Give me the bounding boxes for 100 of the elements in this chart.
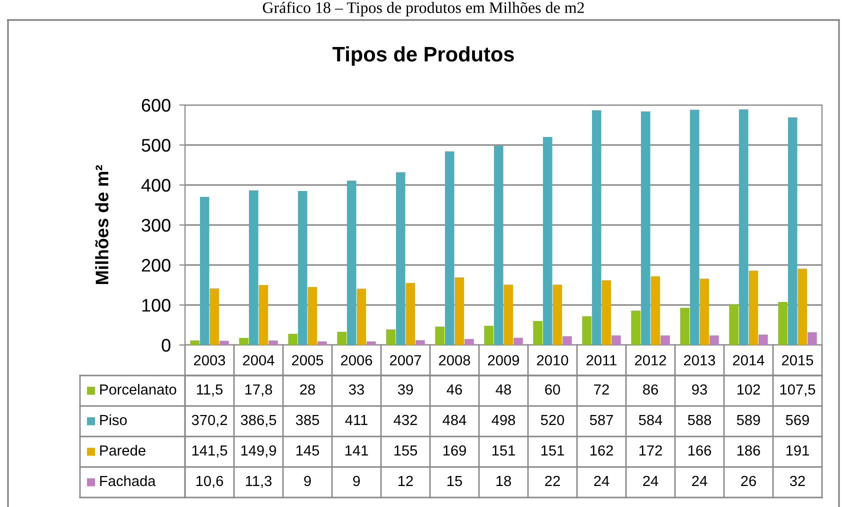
bar xyxy=(494,146,504,345)
data-label: 186 xyxy=(737,445,760,456)
y-tick-label: 100 xyxy=(142,298,170,312)
bar xyxy=(660,335,670,345)
bar xyxy=(798,268,808,345)
y-tick-label: 300 xyxy=(142,218,170,232)
bar xyxy=(748,270,758,345)
x-tick-label: 2006 xyxy=(341,355,372,366)
bar xyxy=(562,336,572,345)
data-label: 11,3 xyxy=(246,476,272,488)
bar xyxy=(337,332,346,345)
y-tick-label: 500 xyxy=(142,138,170,152)
data-label: 18 xyxy=(496,476,511,486)
data-label: 584 xyxy=(638,414,662,426)
x-tick-label: 2013 xyxy=(684,355,716,366)
data-label: 48 xyxy=(496,384,511,395)
data-label: 72 xyxy=(594,384,609,395)
data-label: 589 xyxy=(736,414,760,426)
data-label: 26 xyxy=(741,476,756,486)
bar xyxy=(346,180,356,345)
bar xyxy=(680,308,690,345)
bar xyxy=(582,316,592,345)
bar xyxy=(690,110,700,345)
bar xyxy=(435,326,444,345)
bar xyxy=(758,334,768,345)
legend-label: Fachada xyxy=(100,475,156,486)
data-label: 10,6 xyxy=(196,476,224,488)
bar xyxy=(542,137,552,345)
data-label: 191 xyxy=(786,445,809,456)
bar xyxy=(190,340,200,345)
bar xyxy=(318,341,327,345)
bar xyxy=(258,285,268,345)
bar xyxy=(248,190,258,345)
bar xyxy=(464,339,474,345)
y-tick-label: 0 xyxy=(162,338,170,352)
data-label: 24 xyxy=(594,476,610,486)
y-tick-label: 200 xyxy=(142,258,170,272)
bar xyxy=(396,172,406,345)
x-tick-label: 2004 xyxy=(243,355,274,366)
data-label: 149,9 xyxy=(241,445,276,458)
data-label: 385 xyxy=(296,414,320,426)
data-label: 162 xyxy=(590,445,613,456)
bar xyxy=(602,280,612,345)
data-label: 432 xyxy=(394,414,417,426)
x-tick-label: 2009 xyxy=(488,355,520,366)
bar xyxy=(406,283,416,345)
bar xyxy=(533,321,542,345)
data-label: 11,5 xyxy=(196,384,223,396)
data-label: 141 xyxy=(345,445,368,456)
data-label: 33 xyxy=(348,384,364,395)
data-label: 107,5 xyxy=(780,384,816,396)
bar xyxy=(356,288,366,345)
data-label: 569 xyxy=(786,414,809,426)
x-tick-label: 2003 xyxy=(194,355,226,366)
y-tick-label: 400 xyxy=(141,178,170,192)
bar xyxy=(416,340,425,345)
bar xyxy=(650,276,660,345)
x-tick-label: 2005 xyxy=(292,355,324,366)
bar xyxy=(239,338,248,345)
legend-label: Piso xyxy=(100,414,127,426)
data-label: 12 xyxy=(398,476,413,486)
bar xyxy=(612,335,621,345)
data-label: 145 xyxy=(296,445,320,456)
bar xyxy=(210,288,220,345)
bar xyxy=(220,340,229,345)
y-axis-title: Milhões de m² xyxy=(95,165,108,284)
data-label: 24 xyxy=(643,476,658,486)
data-label: 24 xyxy=(692,476,708,486)
data-label: 411 xyxy=(345,414,368,426)
x-tick-label: 2010 xyxy=(537,355,568,366)
data-label: 86 xyxy=(643,384,658,395)
bar xyxy=(592,110,602,345)
bar xyxy=(288,334,298,345)
data-label: 386,5 xyxy=(240,414,276,427)
data-label: 172 xyxy=(639,445,662,456)
data-label: 166 xyxy=(688,445,712,456)
bar xyxy=(484,326,494,345)
bar xyxy=(778,302,788,345)
data-label: 155 xyxy=(394,445,418,456)
bar xyxy=(386,329,396,345)
data-label: 9 xyxy=(304,476,311,486)
bar xyxy=(738,109,748,345)
x-tick-label: 2008 xyxy=(439,355,470,366)
x-tick-label: 2014 xyxy=(733,355,764,366)
data-label: 151 xyxy=(541,445,564,456)
data-label: 169 xyxy=(443,445,466,456)
data-label: 32 xyxy=(790,476,805,486)
bar xyxy=(631,310,640,345)
data-label: 151 xyxy=(492,445,515,456)
data-label: 9 xyxy=(353,476,360,486)
bar xyxy=(640,111,650,345)
bar xyxy=(710,335,719,345)
x-tick-label: 2007 xyxy=(390,355,421,366)
x-tick-label: 2015 xyxy=(782,355,814,366)
data-label: 39 xyxy=(398,384,413,395)
data-label: 588 xyxy=(688,414,712,426)
bar xyxy=(729,304,738,345)
legend-label: Parede xyxy=(100,444,146,456)
bar xyxy=(454,277,464,345)
chart-title: Tipos de Produtos xyxy=(332,46,514,66)
